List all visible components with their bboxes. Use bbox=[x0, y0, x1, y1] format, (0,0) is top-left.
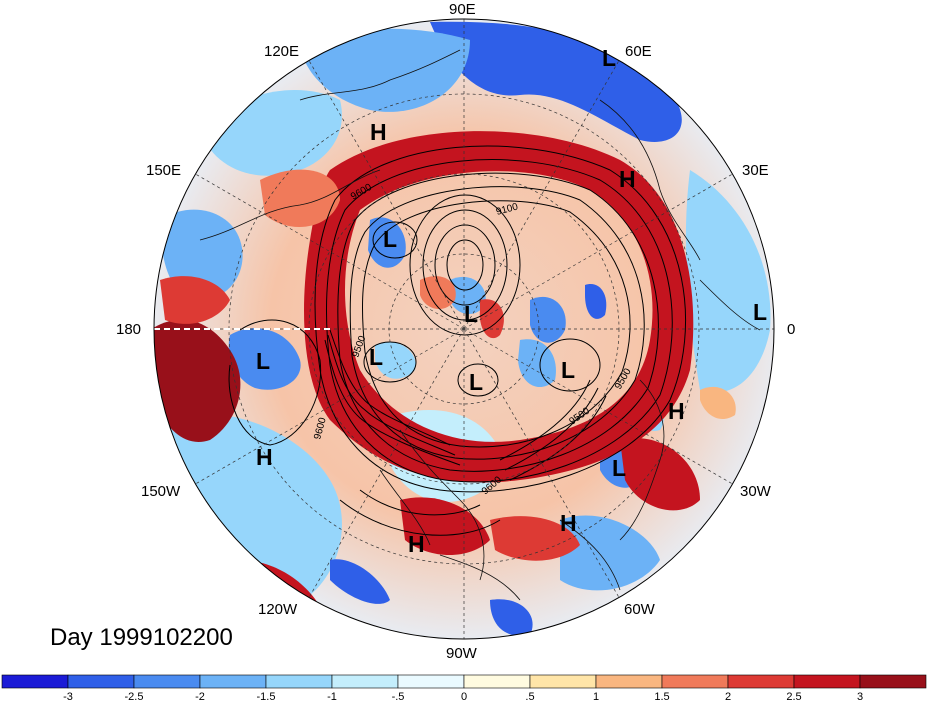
colorbar-segment bbox=[67, 674, 135, 689]
anomaly-positive-center bbox=[420, 276, 456, 310]
colorbar-segment bbox=[661, 674, 729, 689]
high-marker: H bbox=[256, 444, 273, 470]
anomaly-positive-northwest bbox=[260, 169, 340, 227]
colorbar-tick-label: 2 bbox=[725, 691, 731, 702]
colorbar-tick-label: -.5 bbox=[392, 691, 405, 702]
colorbar-segment bbox=[265, 674, 333, 689]
anomaly-positive-southeast bbox=[620, 438, 700, 511]
longitude-label-90w: 90W bbox=[446, 645, 478, 662]
colorbar-tick-label: 3 bbox=[857, 691, 863, 702]
colorbar-segment bbox=[727, 674, 795, 689]
colorbar-segment bbox=[529, 674, 597, 689]
colorbar-segment bbox=[1, 674, 69, 689]
pressure-system-markers: H H H H H H L L L L L L L L L bbox=[256, 45, 767, 557]
longitude-label-60e: 60E bbox=[625, 43, 652, 60]
anomaly-negative-arctic-5 bbox=[375, 341, 416, 379]
colorbar-tick-label: -1 bbox=[327, 691, 337, 702]
high-marker: H bbox=[619, 166, 636, 192]
low-marker: L bbox=[469, 369, 483, 395]
anomaly-positive-ring bbox=[304, 131, 694, 483]
longitude-label-180: 180 bbox=[116, 321, 141, 338]
low-marker: L bbox=[602, 45, 616, 71]
colorbar-tick-label: 1 bbox=[593, 691, 599, 702]
longitude-label-150e: 150E bbox=[146, 162, 181, 179]
low-marker: L bbox=[612, 455, 626, 481]
map-title: Day 1999102200 bbox=[50, 624, 233, 651]
anomaly-negative-south-edge bbox=[490, 599, 533, 636]
low-marker: L bbox=[369, 344, 383, 370]
colorbar-tick-label: 2.5 bbox=[786, 691, 801, 702]
anomaly-negative-north bbox=[300, 28, 470, 112]
longitude-labels: 90E 60E 30E 0 30W 60W 90W 120W 150W 180 … bbox=[116, 1, 795, 662]
high-marker: H bbox=[668, 398, 685, 424]
colorbar-tick-label: -2.5 bbox=[125, 691, 144, 702]
longitude-label-0: 0 bbox=[787, 321, 795, 338]
anomaly-positive-east-small bbox=[700, 386, 736, 420]
low-marker: L bbox=[256, 348, 270, 374]
anomaly-positive-center-2 bbox=[479, 299, 504, 339]
anomaly-negative-pacific bbox=[228, 328, 301, 390]
high-marker: H bbox=[560, 510, 577, 536]
colorbar-segment bbox=[793, 674, 861, 689]
colorbar-segment bbox=[397, 674, 465, 689]
longitude-label-90e: 90E bbox=[449, 1, 476, 18]
colorbar-tick-label: 1.5 bbox=[654, 691, 669, 702]
anomaly-positive-pacific bbox=[154, 319, 241, 442]
colorbar-tick-label: -2 bbox=[195, 691, 205, 702]
colorbar-segment bbox=[331, 674, 399, 689]
anomaly-positive-gulf bbox=[490, 516, 580, 561]
map-border bbox=[153, 18, 775, 640]
colorbar-segment bbox=[199, 674, 267, 689]
low-marker: L bbox=[753, 299, 767, 325]
colorbar-segment bbox=[133, 674, 201, 689]
longitude-label-120w: 120W bbox=[258, 601, 298, 618]
anomaly-positive-south bbox=[400, 497, 490, 555]
coastlines bbox=[199, 49, 761, 601]
high-marker: H bbox=[370, 119, 387, 145]
anomaly-positive-west-edge bbox=[160, 276, 230, 324]
anomaly-negative-east bbox=[685, 170, 771, 393]
longitude-label-120e: 120E bbox=[264, 43, 299, 60]
anomaly-negative-far-southeast bbox=[560, 515, 660, 591]
longitude-label-30e: 30E bbox=[742, 162, 769, 179]
low-marker: L bbox=[561, 357, 575, 383]
anomaly-negative-northeast bbox=[430, 21, 682, 142]
colorbar-tick-label: -3 bbox=[63, 691, 73, 702]
colorbar-tick-label: -1.5 bbox=[257, 691, 276, 702]
colorbar-segment bbox=[595, 674, 663, 689]
longitude-label-60w: 60W bbox=[624, 601, 656, 618]
longitude-label-150w: 150W bbox=[141, 483, 181, 500]
colorbar-tick-label: .5 bbox=[525, 691, 534, 702]
high-marker: H bbox=[408, 531, 425, 557]
low-marker: L bbox=[464, 301, 478, 327]
colorbar-tick-label: 0 bbox=[461, 691, 467, 702]
low-marker: L bbox=[383, 226, 397, 252]
colorbar-segment bbox=[859, 674, 927, 689]
colorbar-segment bbox=[463, 674, 531, 689]
longitude-label-30w: 30W bbox=[740, 483, 772, 500]
anomaly-negative-southwest-band bbox=[330, 559, 390, 604]
colorbar: -3 -2.5 -2 -1.5 -1 -.5 0 .5 1 1.5 2 2.5 3 bbox=[1, 674, 927, 702]
height-contours bbox=[228, 145, 686, 536]
anomaly-negative-greenland bbox=[518, 339, 556, 388]
anomaly-negative-arctic-1 bbox=[368, 217, 406, 268]
anomaly-negative-arctic-4 bbox=[585, 284, 607, 319]
